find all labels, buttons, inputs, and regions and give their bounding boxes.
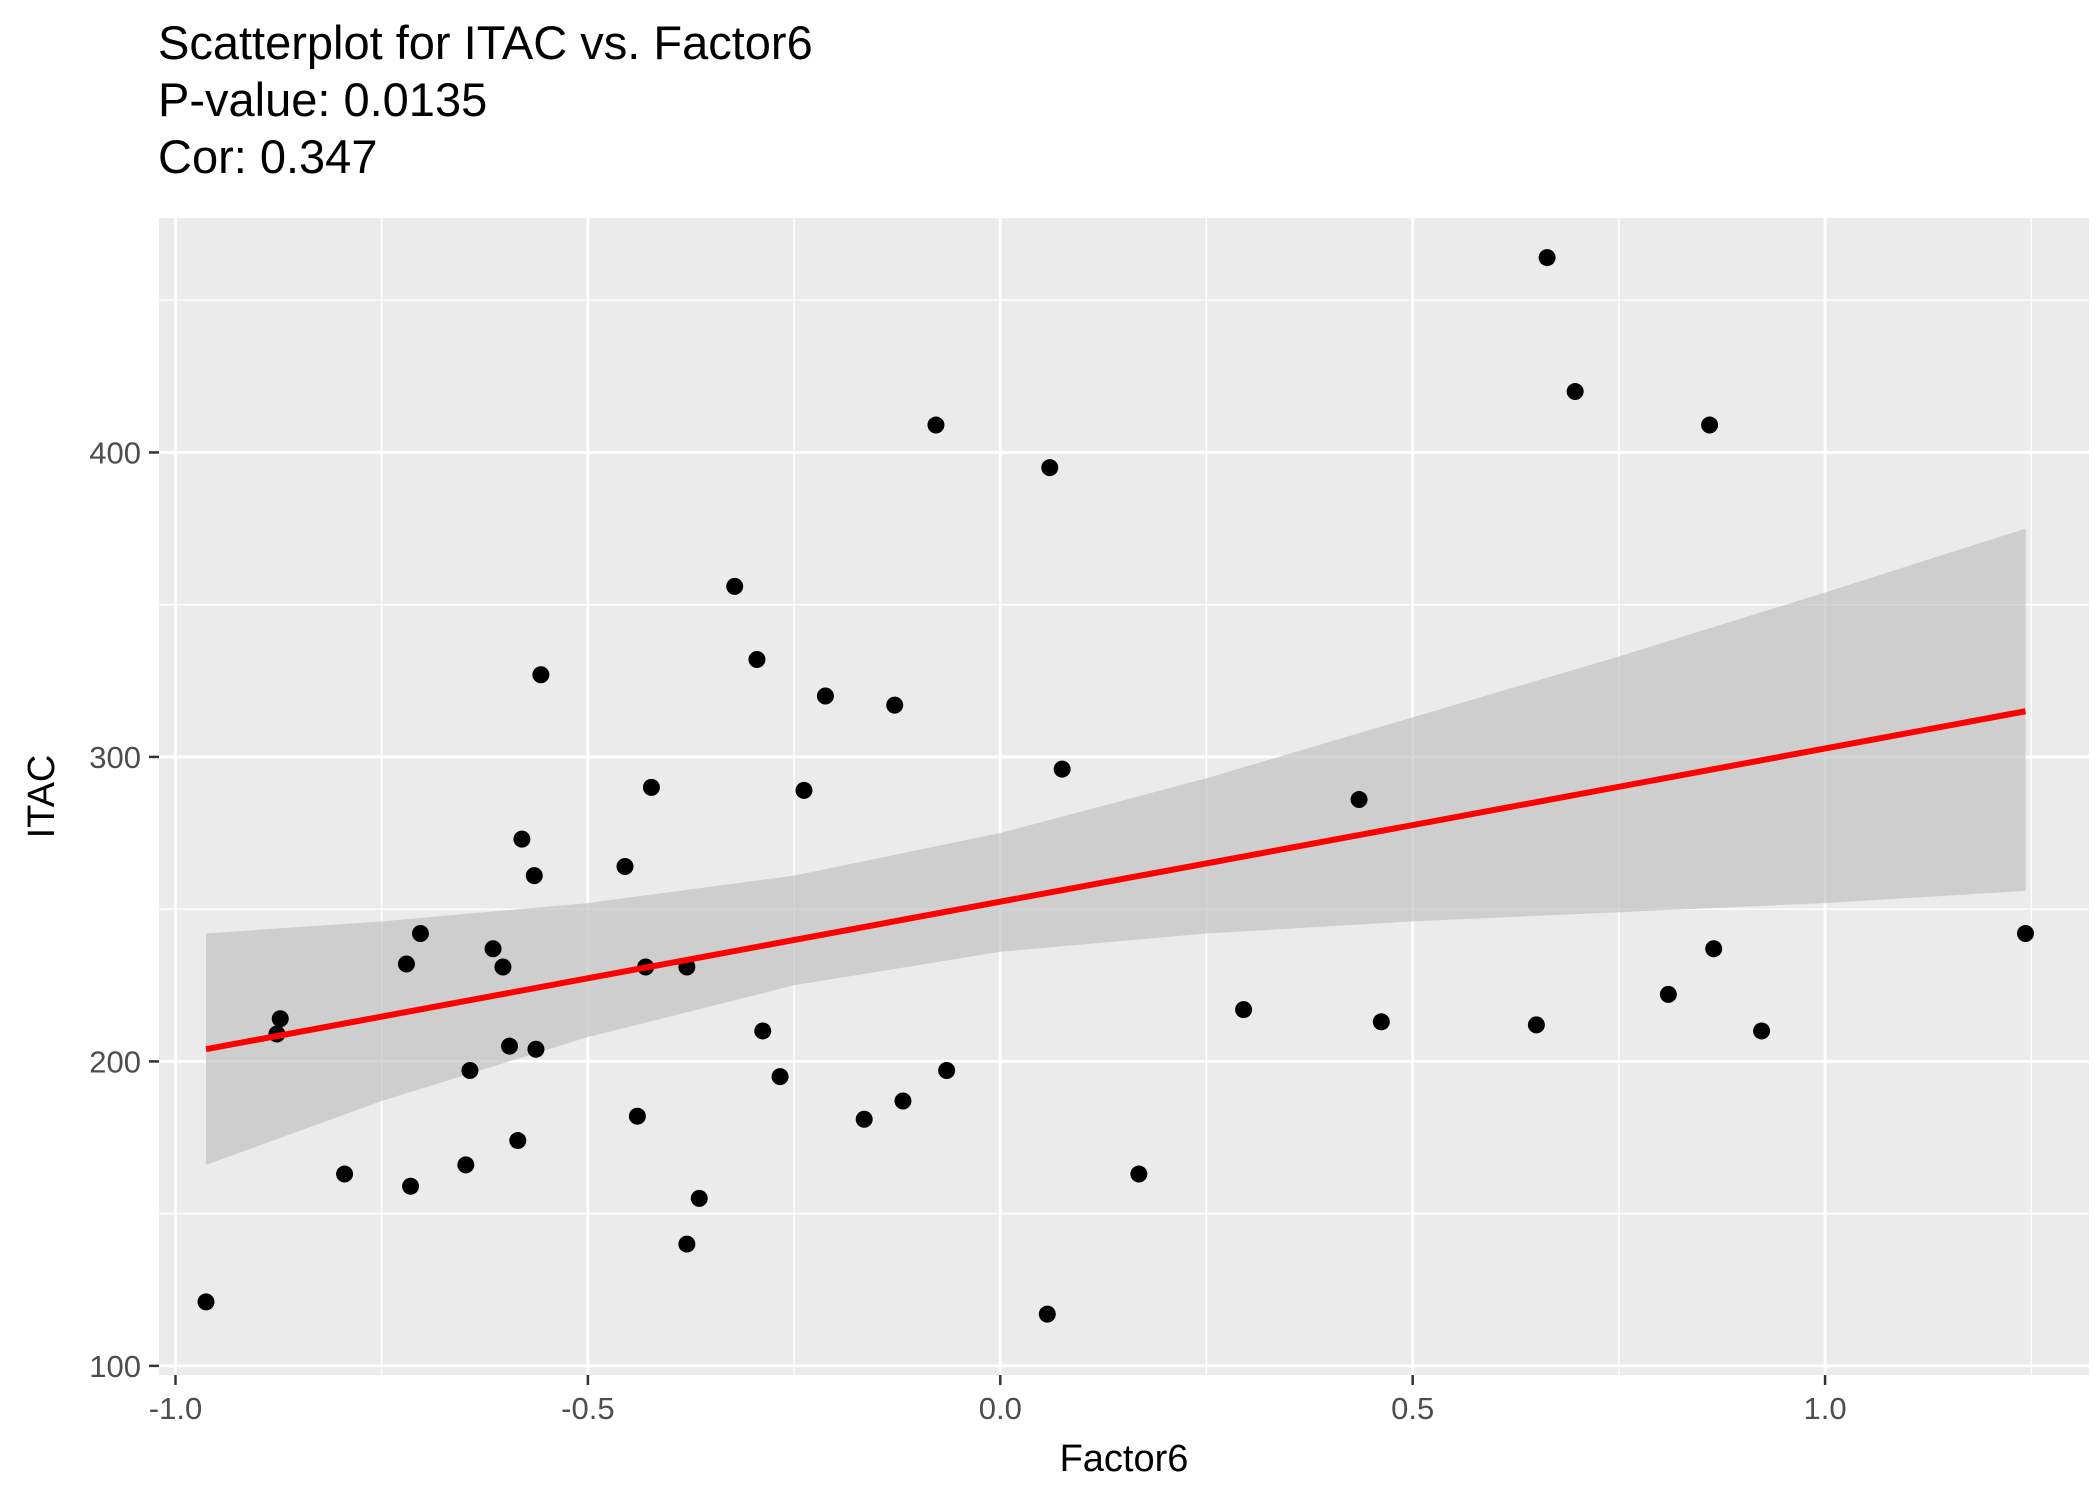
minor-gridlines	[159, 218, 2089, 1375]
data-point	[938, 1062, 956, 1080]
y-tick-label: 300	[89, 740, 141, 775]
x-tick-label: -0.5	[561, 1391, 614, 1426]
y-axis-title: ITAC	[21, 755, 63, 839]
data-point	[513, 830, 531, 848]
data-point	[509, 1132, 527, 1150]
data-point	[1566, 383, 1584, 401]
data-point	[855, 1110, 873, 1128]
regression-line	[205, 708, 2027, 1053]
data-point	[532, 666, 550, 684]
y-tick-label: 200	[89, 1044, 141, 1079]
data-point	[1538, 249, 1556, 267]
data-point	[2016, 925, 2034, 943]
data-point	[1130, 1165, 1148, 1183]
data-point	[886, 696, 904, 714]
data-point	[411, 925, 429, 943]
data-point	[894, 1092, 912, 1110]
data-point	[754, 1022, 772, 1040]
y-tick-label: 400	[89, 435, 141, 470]
x-axis-tick-labels: -1.0 -0.5 0.0 0.5 1.0	[149, 1391, 1847, 1426]
data-point	[1527, 1016, 1545, 1034]
data-point	[1038, 1305, 1056, 1323]
data-point	[271, 1010, 289, 1028]
data-point	[494, 958, 512, 976]
chart-subtitle-cor: Cor: 0.347	[158, 130, 378, 183]
x-tick-label: 1.0	[1804, 1391, 1847, 1426]
data-point	[816, 687, 834, 705]
data-point	[1659, 985, 1677, 1003]
data-point	[628, 1107, 646, 1125]
x-axis-title: Factor6	[1060, 1438, 1189, 1480]
data-point	[197, 1293, 215, 1311]
data-point	[525, 867, 543, 885]
chart-subtitle-pvalue: P-value: 0.0135	[158, 73, 488, 126]
data-point	[527, 1040, 545, 1058]
x-tick-label: -1.0	[149, 1391, 202, 1426]
data-point	[1235, 1001, 1253, 1019]
chart-title: Scatterplot for ITAC vs. Factor6	[158, 16, 813, 69]
confidence-band	[206, 528, 2026, 1165]
data-point	[642, 778, 660, 796]
data-point	[726, 577, 744, 595]
data-point	[771, 1068, 789, 1086]
data-point	[1053, 760, 1071, 778]
data-point	[927, 416, 945, 434]
chart-title-block: Scatterplot for ITAC vs. Factor6 P-value…	[158, 14, 813, 185]
data-point	[397, 955, 415, 973]
data-point	[795, 781, 813, 799]
y-axis-tick-labels: 100 200 300 400	[89, 435, 141, 1383]
data-point	[461, 1062, 479, 1080]
data-point	[484, 940, 502, 958]
data-point	[616, 858, 634, 876]
data-point	[336, 1165, 354, 1183]
x-tick-label: 0.0	[979, 1391, 1022, 1426]
data-point	[690, 1189, 708, 1207]
data-point	[1372, 1013, 1390, 1031]
data-point	[501, 1037, 519, 1055]
axis-ticks	[149, 451, 1827, 1385]
data-point	[1701, 416, 1719, 434]
data-points	[197, 249, 2034, 1323]
data-point	[1350, 791, 1368, 809]
data-point	[1705, 940, 1723, 958]
data-point	[748, 650, 766, 668]
data-point	[402, 1177, 420, 1195]
data-point	[1753, 1022, 1771, 1040]
data-point	[457, 1156, 475, 1174]
data-point	[1041, 459, 1059, 477]
x-tick-label: 0.5	[1391, 1391, 1434, 1426]
y-tick-label: 100	[89, 1349, 141, 1384]
data-point	[678, 1235, 696, 1253]
